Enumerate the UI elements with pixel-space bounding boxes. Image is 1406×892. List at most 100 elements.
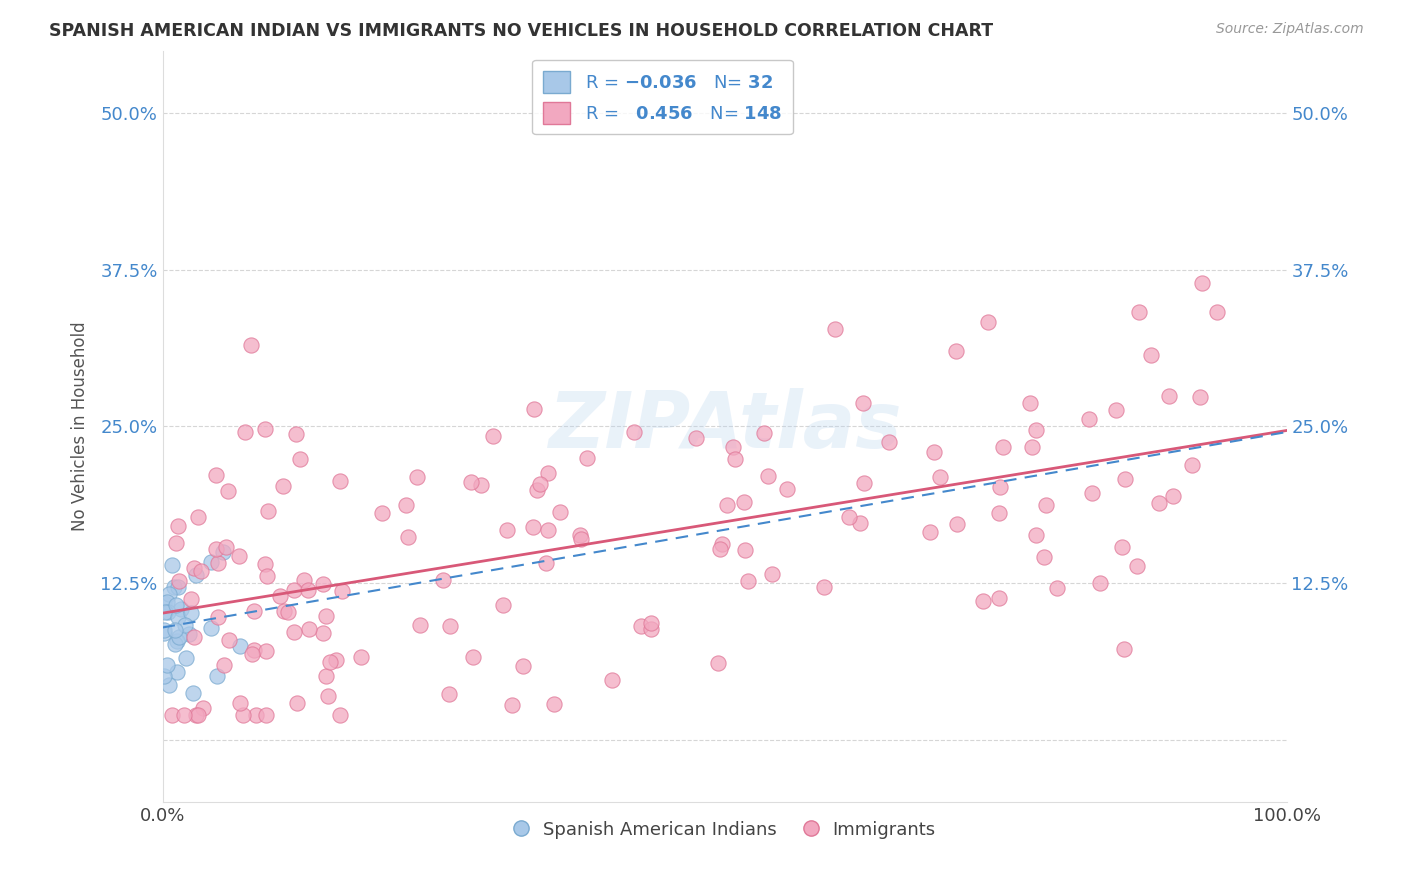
Point bbox=[733, 495, 755, 509]
Point bbox=[160, 707, 183, 722]
Point bbox=[723, 440, 745, 454]
Point bbox=[232, 707, 254, 722]
Point bbox=[716, 498, 738, 512]
Point bbox=[297, 583, 319, 598]
Legend: Spanish American Indians, Immigrants: Spanish American Indians, Immigrants bbox=[506, 814, 942, 846]
Point bbox=[350, 650, 373, 665]
Point bbox=[228, 549, 250, 563]
Point bbox=[1126, 558, 1149, 573]
Point bbox=[991, 440, 1014, 454]
Point bbox=[501, 698, 523, 712]
Point bbox=[406, 469, 429, 483]
Point bbox=[190, 564, 212, 578]
Point bbox=[987, 591, 1010, 605]
Point bbox=[167, 630, 190, 644]
Point bbox=[245, 707, 267, 722]
Point bbox=[329, 707, 352, 722]
Point bbox=[537, 523, 560, 537]
Point bbox=[543, 697, 565, 711]
Point bbox=[330, 583, 353, 598]
Point bbox=[166, 610, 188, 624]
Point bbox=[492, 598, 515, 612]
Point bbox=[1181, 458, 1204, 472]
Point bbox=[152, 669, 174, 683]
Point bbox=[724, 451, 747, 466]
Point bbox=[312, 576, 335, 591]
Point bbox=[977, 315, 1000, 329]
Point bbox=[285, 426, 308, 441]
Point bbox=[852, 476, 875, 491]
Point bbox=[242, 642, 264, 657]
Point bbox=[1021, 440, 1043, 454]
Point bbox=[1111, 541, 1133, 555]
Point bbox=[155, 606, 177, 620]
Point bbox=[522, 519, 544, 533]
Point bbox=[239, 338, 262, 352]
Point bbox=[254, 707, 277, 722]
Text: SPANISH AMERICAN INDIAN VS IMMIGRANTS NO VEHICLES IN HOUSEHOLD CORRELATION CHART: SPANISH AMERICAN INDIAN VS IMMIGRANTS NO… bbox=[49, 22, 993, 40]
Point bbox=[848, 516, 870, 530]
Point bbox=[630, 619, 652, 633]
Point bbox=[162, 558, 184, 572]
Point bbox=[271, 479, 294, 493]
Point bbox=[214, 657, 236, 672]
Point bbox=[200, 621, 222, 635]
Point bbox=[851, 396, 873, 410]
Point bbox=[571, 532, 593, 546]
Point bbox=[312, 625, 335, 640]
Point bbox=[463, 649, 485, 664]
Point bbox=[568, 528, 591, 542]
Point bbox=[200, 555, 222, 569]
Point bbox=[988, 506, 1011, 520]
Point bbox=[229, 696, 252, 710]
Text: Source: ZipAtlas.com: Source: ZipAtlas.com bbox=[1216, 22, 1364, 37]
Point bbox=[1140, 348, 1163, 362]
Point bbox=[315, 608, 337, 623]
Point bbox=[575, 450, 598, 465]
Point bbox=[1206, 305, 1229, 319]
Point bbox=[165, 623, 187, 637]
Point bbox=[1149, 495, 1171, 509]
Point bbox=[256, 568, 278, 582]
Point bbox=[166, 519, 188, 533]
Point bbox=[737, 574, 759, 588]
Point bbox=[170, 601, 193, 615]
Point bbox=[174, 618, 197, 632]
Point bbox=[918, 524, 941, 539]
Point bbox=[946, 516, 969, 531]
Point bbox=[319, 656, 342, 670]
Point bbox=[166, 634, 188, 648]
Point bbox=[153, 623, 176, 637]
Point bbox=[254, 643, 277, 657]
Text: ZIPAtlas: ZIPAtlas bbox=[548, 389, 901, 465]
Point bbox=[283, 583, 305, 598]
Point bbox=[972, 593, 994, 607]
Point bbox=[707, 657, 730, 671]
Point bbox=[534, 556, 557, 570]
Point bbox=[204, 541, 226, 556]
Point bbox=[166, 665, 188, 679]
Point bbox=[838, 510, 860, 524]
Point bbox=[163, 637, 186, 651]
Point bbox=[240, 647, 263, 661]
Point bbox=[640, 616, 662, 631]
Point bbox=[173, 707, 195, 722]
Point bbox=[205, 668, 228, 682]
Point bbox=[325, 653, 347, 667]
Point bbox=[288, 451, 311, 466]
Point bbox=[283, 624, 305, 639]
Point bbox=[165, 598, 187, 612]
Point bbox=[156, 605, 179, 619]
Point bbox=[217, 484, 239, 499]
Point bbox=[922, 445, 945, 459]
Point bbox=[187, 509, 209, 524]
Point bbox=[537, 467, 560, 481]
Point bbox=[157, 678, 180, 692]
Point bbox=[877, 434, 900, 449]
Point bbox=[824, 321, 846, 335]
Point bbox=[1188, 390, 1211, 404]
Point bbox=[165, 536, 187, 550]
Point bbox=[257, 504, 280, 518]
Point bbox=[396, 530, 419, 544]
Point bbox=[550, 505, 572, 519]
